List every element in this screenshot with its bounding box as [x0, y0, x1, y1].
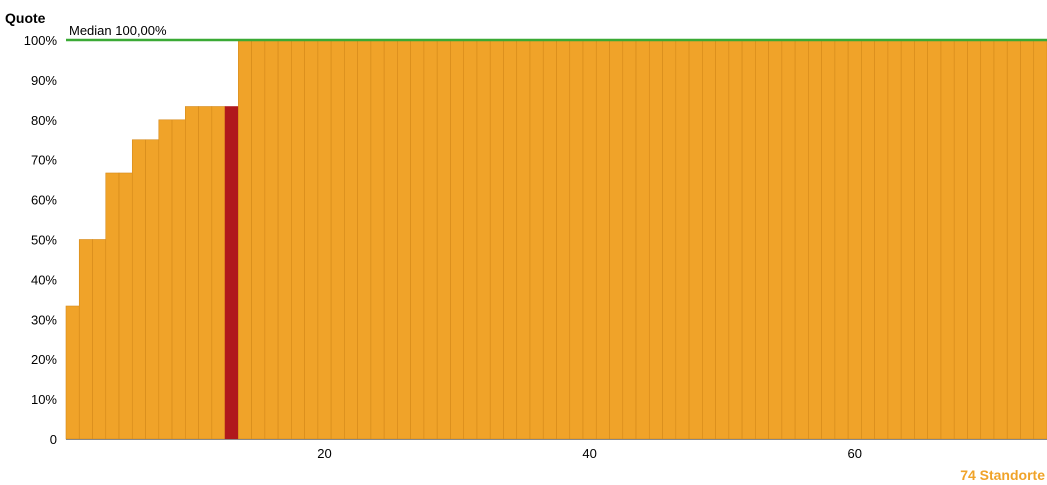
bar — [887, 39, 902, 440]
y-tick-label: 90% — [31, 73, 57, 88]
bar — [450, 39, 465, 440]
bar — [794, 39, 809, 440]
y-tick-label: 50% — [31, 233, 57, 248]
y-tick-label: 100% — [24, 33, 58, 48]
bar — [1020, 39, 1035, 440]
bar — [808, 39, 822, 440]
bar — [781, 39, 796, 440]
y-tick-label: 20% — [31, 352, 57, 367]
bar — [556, 39, 571, 440]
bar — [171, 119, 186, 440]
bar — [609, 39, 624, 440]
bar — [675, 39, 690, 440]
bar — [582, 39, 597, 440]
bar — [648, 39, 663, 440]
bar — [900, 39, 915, 440]
y-tick-label: 0 — [50, 432, 57, 447]
bar — [741, 39, 756, 440]
bar — [476, 39, 491, 440]
bar — [688, 39, 703, 440]
bar — [251, 39, 266, 440]
bar — [595, 39, 610, 440]
x-axis-label: 74 Standorte — [960, 467, 1045, 483]
bar — [264, 39, 279, 440]
median-label: Median 100,00% — [69, 23, 167, 38]
bar — [145, 139, 160, 440]
y-tick-label: 60% — [31, 193, 57, 208]
bar — [861, 39, 875, 440]
bar — [953, 39, 968, 440]
bar — [423, 39, 438, 440]
x-tick-label: 40 — [582, 446, 596, 461]
bar — [317, 39, 332, 440]
y-tick-label: 40% — [31, 272, 57, 287]
bar — [874, 39, 889, 440]
bar — [1006, 39, 1021, 440]
bar — [503, 39, 518, 440]
bar — [277, 39, 292, 440]
bar — [993, 39, 1008, 440]
bar — [397, 39, 411, 440]
bar — [569, 39, 584, 440]
bar — [158, 119, 173, 440]
bar — [463, 39, 478, 440]
bar — [291, 39, 305, 440]
bar — [118, 172, 133, 440]
bar — [211, 106, 226, 440]
bar — [185, 106, 199, 440]
y-tick-label: 70% — [31, 153, 57, 168]
bar — [821, 39, 836, 440]
bar — [344, 39, 358, 440]
bar — [105, 172, 120, 440]
bar — [728, 39, 743, 440]
bar — [131, 139, 146, 440]
y-tick-label: 80% — [31, 113, 57, 128]
bar — [516, 39, 531, 440]
bar — [755, 39, 769, 440]
bar — [304, 39, 319, 440]
bar — [198, 106, 213, 440]
bar — [1033, 39, 1047, 440]
bar — [940, 39, 955, 440]
bar — [436, 39, 451, 440]
bars — [65, 39, 1047, 440]
bar — [914, 39, 928, 440]
bar — [622, 39, 637, 440]
bar — [489, 39, 504, 440]
bar — [702, 39, 716, 440]
x-axis-ticks: 20 40 60 — [317, 446, 862, 461]
y-tick-label: 30% — [31, 312, 57, 327]
bar — [967, 39, 982, 440]
bar — [768, 39, 783, 440]
x-tick-label: 60 — [848, 446, 862, 461]
y-axis-label: Quote — [5, 10, 46, 26]
bar — [238, 39, 252, 440]
bar — [927, 39, 942, 440]
bar — [834, 39, 849, 440]
bar-highlighted — [224, 106, 239, 440]
bar — [330, 39, 345, 440]
x-tick-label: 20 — [317, 446, 331, 461]
bar — [635, 39, 650, 440]
bar — [78, 239, 93, 440]
bar — [662, 39, 677, 440]
bar — [370, 39, 385, 440]
y-axis-ticks: 0 10% 20% 30% 40% 50% 60% 70% 80% 90% 100% — [24, 33, 58, 447]
bar — [92, 239, 107, 440]
bar — [715, 39, 730, 440]
bar — [383, 39, 398, 440]
bar — [542, 39, 557, 440]
y-tick-label: 10% — [31, 392, 57, 407]
bar — [65, 305, 80, 440]
bar — [410, 39, 425, 440]
bar — [357, 39, 372, 440]
bar — [529, 39, 544, 440]
bar — [847, 39, 862, 440]
bar — [980, 39, 995, 440]
